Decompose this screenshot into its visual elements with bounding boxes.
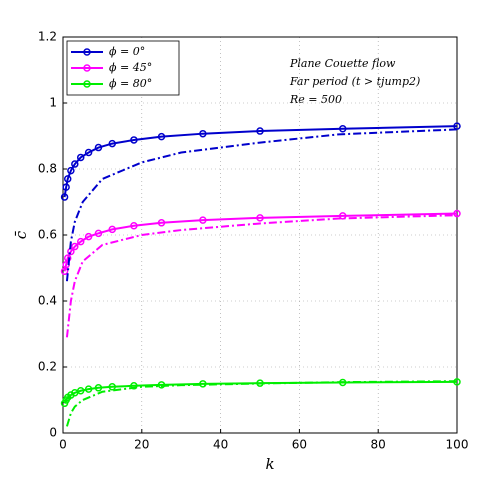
y-tick-label: 0.8: [38, 162, 57, 176]
data-point: [60, 193, 69, 201]
data-point: [71, 242, 79, 251]
data-point: [453, 209, 461, 218]
data-point: [130, 136, 138, 144]
x-tick-label: 60: [292, 438, 307, 452]
data-point: [63, 254, 72, 262]
axes-frame: [62, 36, 458, 434]
data-point: [157, 132, 166, 141]
data-point: [108, 383, 116, 391]
annotation: Far period (t > tjump2): [289, 75, 420, 88]
data-point: [94, 229, 103, 238]
data-point: [157, 381, 166, 389]
data-point: [130, 222, 138, 230]
annotation: Re = 500: [289, 93, 342, 106]
y-axis-label: c̄: [12, 230, 30, 239]
x-tick-label: 20: [134, 438, 149, 452]
data-point: [67, 166, 75, 175]
data-point: [60, 267, 69, 276]
data-point: [453, 122, 461, 130]
annotation: Plane Couette flow: [289, 57, 396, 70]
data-point: [338, 212, 347, 220]
legend-label: ϕ = 80°: [109, 77, 152, 90]
y-tick-label: 0.6: [38, 228, 57, 242]
legend-marker: [83, 64, 91, 72]
y-tick-label: 1.2: [38, 30, 57, 44]
data-point: [84, 148, 93, 157]
y-tick-label: 0: [49, 426, 57, 440]
data-point: [76, 387, 85, 395]
y-tick-label: 1: [49, 96, 57, 110]
data-point: [63, 175, 72, 183]
x-axis-label: k: [265, 455, 274, 473]
x-tick-label: 100: [446, 438, 469, 452]
data-point: [62, 183, 70, 191]
data-point: [108, 139, 116, 148]
x-tick-label: 0: [59, 438, 67, 452]
data-point: [76, 153, 85, 162]
data-point: [94, 384, 103, 392]
legend-label: ϕ = 45°: [109, 61, 152, 74]
series-line: [65, 214, 458, 338]
legend-marker: [83, 48, 91, 56]
data-point: [157, 219, 166, 227]
legend-label: ϕ = 0°: [109, 45, 145, 58]
x-tick-label: 80: [371, 438, 386, 452]
data-point: [108, 225, 116, 234]
data-point: [199, 216, 207, 224]
data-point: [94, 143, 103, 152]
x-tick-label: 40: [213, 438, 228, 452]
data-point: [256, 214, 264, 222]
data-point: [76, 237, 85, 246]
data-point: [84, 385, 93, 393]
data-point: [338, 124, 347, 133]
y-tick-label: 0.4: [38, 294, 57, 308]
data-point: [84, 232, 93, 241]
legend-marker: [83, 80, 91, 88]
data-point: [130, 382, 138, 390]
data-point: [256, 127, 264, 135]
data-point: [199, 129, 207, 138]
series-line: [65, 128, 458, 282]
series-line: [65, 380, 458, 427]
data-point: [71, 160, 79, 168]
y-tick-label: 0.2: [38, 360, 57, 374]
